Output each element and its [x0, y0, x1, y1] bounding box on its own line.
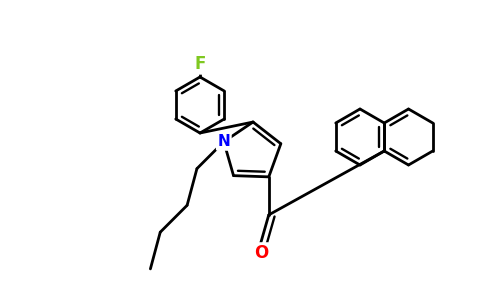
- Text: O: O: [254, 244, 268, 262]
- Text: F: F: [194, 55, 206, 73]
- Text: N: N: [217, 134, 230, 149]
